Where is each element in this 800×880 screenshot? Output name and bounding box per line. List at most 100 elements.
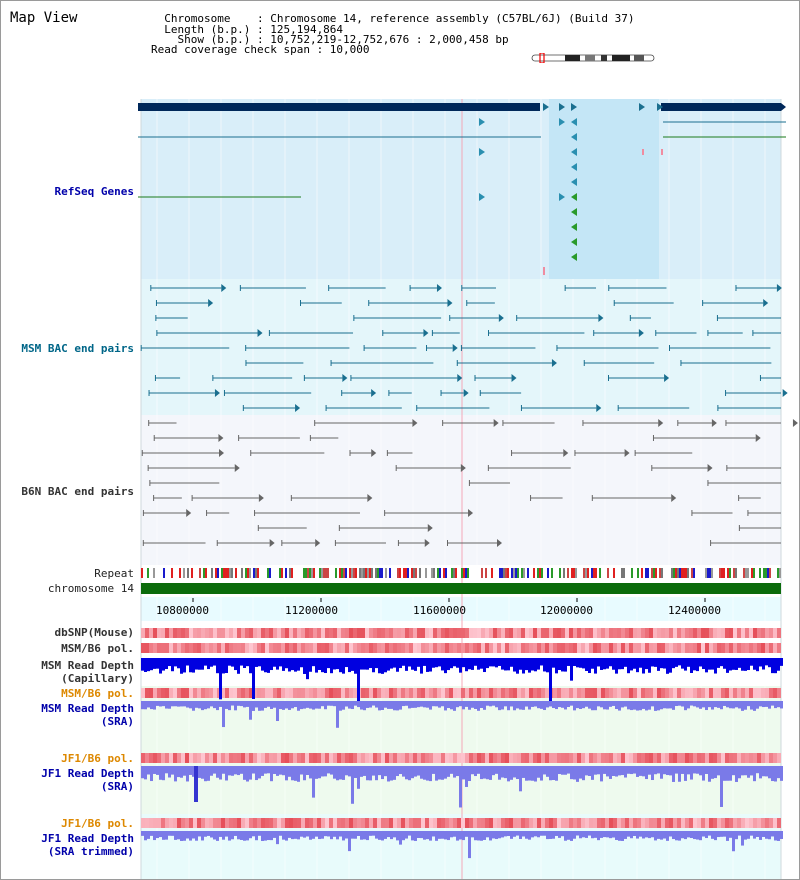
repeat-mark [267,568,269,578]
jf1-sra-depth-bar [354,766,357,778]
jf1-trim-depth-bar [360,831,363,840]
chromosome-ideogram[interactable] [530,53,656,63]
msm-depth-capillary-label[interactable]: MSM Read Depth [41,659,134,672]
msm-capillary-depth-bar [441,658,444,671]
msm-b6-pol-heat-cell [221,688,225,698]
msm-b6-pol-heat-cell [625,643,629,653]
jf1-b6-pol-heat-cell [505,818,509,828]
dbsnp-label[interactable]: dbSNP(Mouse) [54,626,134,639]
jf1-b6-pol-heat-cell [545,753,549,763]
msm-bac-label[interactable]: MSM BAC end pairs [21,342,134,355]
msm-b6-pol-heat-cell [233,643,237,653]
msm-b6-pol-heat-cell [265,643,269,653]
jf1-depth-sra-label[interactable]: JF1 Read Depth [41,767,134,780]
msm-capillary-depth-bar [534,658,537,672]
jf1-trim-depth-bar [627,831,630,837]
msm-capillary-depth-bar [249,658,252,674]
jf1-b6-pol-heat-cell [621,818,625,828]
jf1-trim-depth-bar [279,831,282,836]
repeat-mark [455,568,457,578]
dbsnp-heat-cell [729,628,733,638]
msm-b6-pol-heat-cell [429,643,433,653]
jf1-trim-depth-bar [198,831,201,837]
refseq-genes-label[interactable]: RefSeq Genes [54,185,134,198]
msm-b6-pol-heat-cell [437,643,441,653]
msm-sra-depth-bar [489,701,492,707]
msm-b6-pol-heat-cell [193,643,197,653]
jf1-b6-pol-heat-cell [429,818,433,828]
msm-b6-pol-heat-cell [645,643,649,653]
jf1-b6-pol-heat-cell [645,753,649,763]
msm-capillary-depth-bar [759,658,762,667]
repeat-mark [779,568,781,578]
msm-capillary-depth-bar [357,658,360,702]
msm-capillary-depth-bar [429,658,432,672]
msm-capillary-depth-bar [426,658,429,672]
repeat-mark [303,568,305,578]
msm-depth-sra-label[interactable]: MSM Read Depth [41,702,134,715]
axis-tick-label: 10800000 [156,604,209,617]
msm-b6-pol-heat-cell [517,643,521,653]
jf1-b6-pol-heat-cell [301,818,305,828]
jf1-b6-pol-heat-cell [769,818,773,828]
msm-sra-depth-bar [717,701,720,708]
msm-capillary-depth-bar [711,658,714,670]
repeat-mark [707,568,709,578]
jf1-b6-pol-heat-cell [693,753,697,763]
dbsnp-heat-cell [401,628,405,638]
msm-b6-pol-label-2[interactable]: MSM/B6 pol. [61,687,134,700]
msm-b6-pol-heat-cell [681,688,685,698]
jf1-sra-depth-bar [189,766,192,775]
msm-capillary-depth-bar [402,658,405,666]
msm-capillary-depth-bar [474,658,477,666]
dbsnp-heat-cell [501,628,505,638]
msm-b6-pol-heat-cell [269,643,273,653]
jf1-b6-pol-heat-cell [609,753,613,763]
dbsnp-heat-cell [613,628,617,638]
msm-b6-pol-label-1[interactable]: MSM/B6 pol. [61,642,134,655]
msm-b6-pol-heat-cell [333,688,337,698]
jf1-b6-pol-heat-cell [213,753,217,763]
repeat-mark [229,568,231,578]
jf1-trim-depth-bar [645,831,648,838]
msm-b6-pol-heat-cell [289,643,293,653]
jf1-sra-depth-bar [417,766,420,776]
msm-sra-depth-bar [435,701,438,707]
jf1-b6-pol-label-1[interactable]: JF1/B6 pol. [61,752,134,765]
jf1-sra-depth-bar [759,766,762,779]
msm-b6-pol-heat-cell [637,688,641,698]
b6n-bac-label[interactable]: B6N BAC end pairs [21,485,134,498]
jf1-b6-pol-label-2[interactable]: JF1/B6 pol. [61,817,134,830]
msm-sra-depth-bar [513,701,516,711]
jf1-trim-depth-bar [366,831,369,841]
jf1-b6-pol-heat-cell [393,753,397,763]
msm-capillary-depth-bar [549,658,552,703]
msm-b6-pol-heat-cell [753,643,757,653]
jf1-b6-pol-heat-cell [653,753,657,763]
refseq-track-bg [141,99,781,279]
jf1-sra-depth-bar [486,766,489,780]
msm-sra-depth-bar [504,701,507,707]
msm-b6-pol-heat-cell [261,688,265,698]
msm-b6-pol-heat-cell [485,688,489,698]
jf1-trim-depth-bar [294,831,297,839]
jf1-sra-depth-bar [408,766,411,781]
jf1-b6-pol-heat-cell [685,818,689,828]
msm-b6-pol-heat-cell [481,643,485,653]
msm-capillary-depth-bar [753,658,756,670]
msm-b6-pol-heat-cell [597,643,601,653]
jf1-trim-depth-bar [192,831,195,839]
repeat-mark [753,568,755,578]
msm-capillary-depth-bar [387,658,390,671]
msm-capillary-depth-bar [207,658,210,670]
dbsnp-heat-cell [545,628,549,638]
jf1-depth-trim-label[interactable]: JF1 Read Depth [41,832,134,845]
axis-track-bg [141,597,781,621]
repeat-mark [291,568,293,578]
jf1-b6-pol-heat-cell [777,753,781,763]
msm-b6-pol-heat-cell [181,688,185,698]
jf1-b6-pol-heat-cell [681,818,685,828]
msm-sra-depth-bar [210,701,213,707]
jf1-trim-depth-bar [297,831,300,840]
